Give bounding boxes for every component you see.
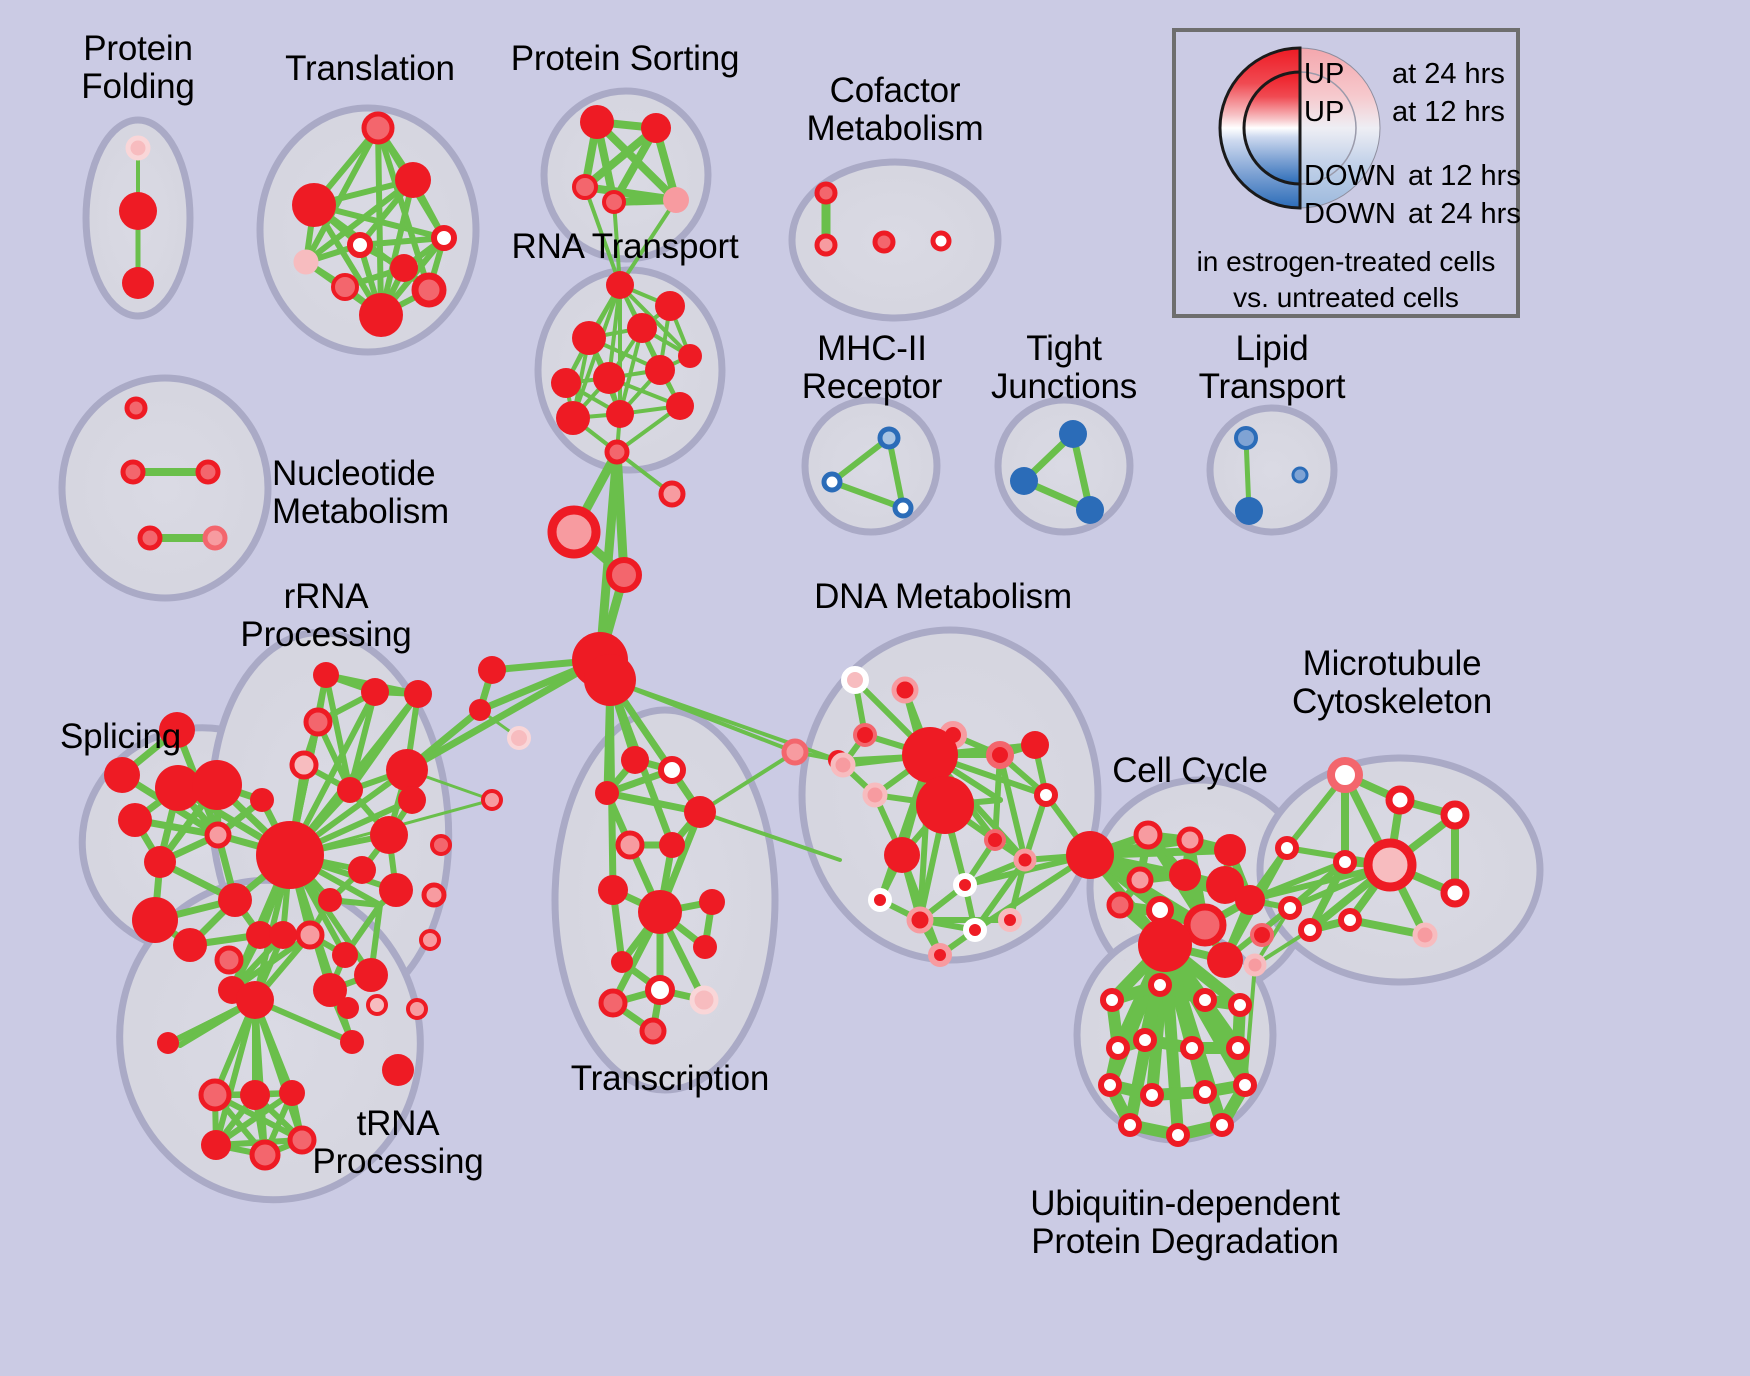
network-nodes <box>104 105 1470 1171</box>
hull-mhc-ii-receptor <box>801 396 941 536</box>
legend-footer-line-1: in estrogen-treated cells <box>1196 246 1496 277</box>
cluster-label-ubiquitin-degradation: Ubiquitin-dependent Protein Degradation <box>1030 1184 1340 1261</box>
cluster-nodes-lipid-transport <box>1234 426 1309 525</box>
backbone-nodes <box>469 505 1114 879</box>
cluster-nodes-microtubule-cytoskeleton <box>1275 757 1470 948</box>
cluster-label-protein-folding: Protein Folding <box>81 29 195 106</box>
cluster-nodes-dna-metabolism <box>830 666 1058 967</box>
cluster-label-translation: Translation <box>285 49 455 88</box>
cluster-nodes-trna-processing <box>157 945 317 1171</box>
cluster-label-splicing: Splicing <box>60 717 181 756</box>
legend-time-2: at 12 hrs <box>1408 160 1521 192</box>
edges-mhc-ii <box>829 435 906 511</box>
cluster-label-rna-transport: RNA Transport <box>511 227 739 266</box>
hull-lipid-transport <box>1206 404 1338 536</box>
cluster-nodes-tight-junctions <box>1010 420 1104 524</box>
cluster-label-rrna-processing: rRNA Processing <box>240 577 412 654</box>
legend-ring-icon <box>1218 46 1381 210</box>
cluster-nodes-translation <box>292 111 457 337</box>
cluster-nodes-rna-transport <box>551 271 702 508</box>
cluster-label-trna-processing: tRNA Processing <box>312 1104 484 1181</box>
legend-time-1: at 12 hrs <box>1392 96 1505 128</box>
cluster-nodes-nucleotide-metabolism <box>120 396 228 551</box>
cluster-nodes-protein-sorting <box>572 105 689 214</box>
cluster-label-dna-metabolism: DNA Metabolism <box>814 577 1072 616</box>
cluster-nodes-splicing <box>104 712 274 1004</box>
cluster-label-lipid-transport: Lipid Transport <box>1198 329 1346 406</box>
cluster-nodes-cofactor-metabolism <box>814 181 952 257</box>
cluster-label-cofactor-metabolism: Cofactor Metabolism <box>806 71 984 148</box>
hull-nucleotide-metabolism <box>58 374 272 602</box>
legend-state-3: DOWN <box>1304 198 1396 230</box>
cluster-label-nucleotide-metabolism: Nucleotide Metabolism <box>272 454 449 531</box>
legend-footer-line-2: vs. untreated cells <box>1233 282 1459 313</box>
legend-time-3: at 24 hrs <box>1408 198 1521 230</box>
cluster-nodes-ubiquitin-degradation <box>1098 973 1257 1147</box>
legend-state-1: UP <box>1304 96 1345 128</box>
legend-box: UP at 24 hrs UP at 12 hrs DOWN at 12 hrs… <box>1172 28 1521 318</box>
cluster-label-microtubule-cytoskeleton: Microtubule Cytoskeleton <box>1292 644 1492 721</box>
cluster-label-cell-cycle: Cell Cycle <box>1112 751 1268 790</box>
cluster-nodes-protein-folding <box>119 135 157 299</box>
legend-time-0: at 24 hrs <box>1392 58 1505 90</box>
cluster-label-protein-sorting: Protein Sorting <box>510 39 740 78</box>
cluster-nodes-rrna-processing <box>256 662 452 1086</box>
hull-tight-junctions <box>994 396 1134 536</box>
cluster-nodes-mhc-ii-receptor <box>821 426 914 519</box>
cluster-label-tight-junctions: Tight Junctions <box>990 329 1138 406</box>
cluster-label-mhc-ii-receptor: MHC-II Receptor <box>801 329 943 406</box>
cluster-label-transcription: Transcription <box>570 1059 770 1098</box>
cluster-nodes-transcription <box>595 746 725 1045</box>
legend-state-2: DOWN <box>1304 160 1396 192</box>
legend-state-0: UP <box>1304 58 1345 90</box>
cluster-nodes-cell-cycle <box>1106 820 1274 978</box>
